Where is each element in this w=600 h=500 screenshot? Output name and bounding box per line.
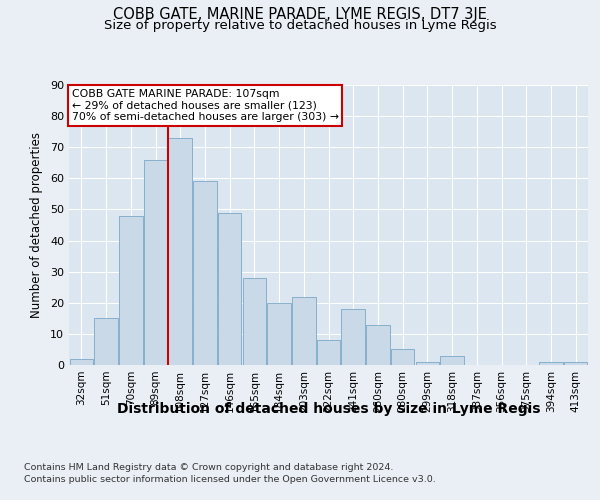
Bar <box>193 182 217 365</box>
Y-axis label: Number of detached properties: Number of detached properties <box>30 132 43 318</box>
Text: Contains public sector information licensed under the Open Government Licence v3: Contains public sector information licen… <box>24 475 436 484</box>
Bar <box>317 340 340 365</box>
Bar <box>94 318 118 365</box>
Bar <box>169 138 192 365</box>
Bar <box>416 362 439 365</box>
Bar <box>70 359 93 365</box>
Bar <box>564 362 587 365</box>
Bar <box>366 324 389 365</box>
Bar <box>119 216 143 365</box>
Bar <box>268 303 291 365</box>
Bar <box>242 278 266 365</box>
Bar <box>539 362 563 365</box>
Bar <box>341 309 365 365</box>
Text: Size of property relative to detached houses in Lyme Regis: Size of property relative to detached ho… <box>104 19 496 32</box>
Bar <box>218 212 241 365</box>
Text: COBB GATE MARINE PARADE: 107sqm
← 29% of detached houses are smaller (123)
70% o: COBB GATE MARINE PARADE: 107sqm ← 29% of… <box>71 89 338 122</box>
Bar <box>144 160 167 365</box>
Text: Contains HM Land Registry data © Crown copyright and database right 2024.: Contains HM Land Registry data © Crown c… <box>24 462 394 471</box>
Text: Distribution of detached houses by size in Lyme Regis: Distribution of detached houses by size … <box>117 402 541 416</box>
Bar <box>292 296 316 365</box>
Text: COBB GATE, MARINE PARADE, LYME REGIS, DT7 3JE: COBB GATE, MARINE PARADE, LYME REGIS, DT… <box>113 8 487 22</box>
Bar <box>391 350 415 365</box>
Bar <box>440 356 464 365</box>
